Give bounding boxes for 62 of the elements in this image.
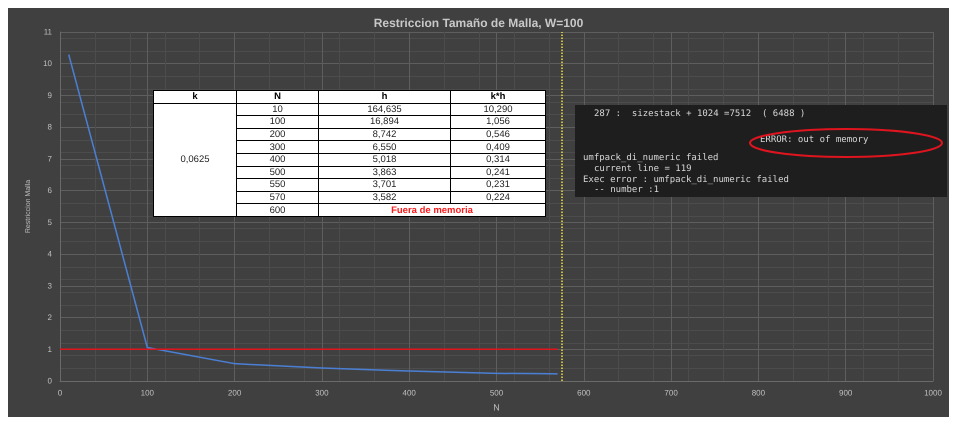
annotation: 10 — [236, 103, 318, 116]
annotation: 8,742 — [318, 128, 450, 141]
y-tick-label: 3 — [48, 281, 53, 290]
x-tick-label: 100 — [140, 388, 155, 398]
annotation: 3,701 — [318, 178, 450, 192]
line-series — [68, 54, 558, 375]
y-tick-label: 9 — [48, 90, 53, 100]
y-tick-label: 10 — [43, 59, 53, 68]
x-tick-label: 900 — [839, 388, 853, 398]
x-axis-title: N — [493, 402, 500, 412]
y-tick-label: 2 — [48, 313, 53, 322]
annotation: current line = 119 — [594, 164, 692, 175]
chart-title: Restriccion Tamaño de Malla, W=100 — [374, 16, 584, 30]
annotation: 16,894 — [318, 116, 450, 128]
annotation: 164,635 — [318, 103, 450, 116]
annotation: 6,550 — [318, 140, 450, 154]
annotation: 0,241 — [450, 166, 546, 179]
annotation: 550 — [236, 178, 318, 192]
annotation: Exec error : umfpack_di_numeric failed — [583, 175, 789, 185]
x-tick-label: 600 — [577, 388, 592, 398]
x-tick-label: 300 — [315, 388, 330, 398]
annotation: h — [318, 90, 450, 104]
annotation: 3,863 — [318, 166, 450, 179]
x-tick-label: 500 — [490, 388, 504, 398]
annotation: N — [236, 90, 318, 104]
annotation: 300 — [236, 140, 318, 154]
annotation: 0,314 — [450, 153, 546, 166]
annotation: 500 — [236, 166, 318, 179]
annotation: Fuera de memoria — [318, 204, 546, 216]
annotation: 570 — [236, 191, 318, 204]
annotation: 0,231 — [450, 178, 546, 192]
annotation: 600 — [236, 204, 318, 216]
y-tick-label: 11 — [44, 28, 53, 36]
x-tick-label: 800 — [752, 388, 766, 398]
y-tick-label: 0 — [48, 376, 53, 386]
annotation: 0,0625 — [154, 103, 236, 216]
annotation: 200 — [236, 128, 318, 141]
annotation: k — [154, 90, 236, 104]
annotation: umfpack_di_numeric failed — [583, 153, 718, 164]
x-tick-label: 200 — [228, 388, 242, 398]
annotation: 0,409 — [450, 140, 546, 154]
annotation: 100 — [236, 116, 318, 128]
annotation: 10,290 — [450, 103, 546, 116]
annotation: 0,546 — [450, 128, 546, 141]
y-tick-label: 5 — [48, 218, 53, 227]
y-tick-label: 1 — [48, 344, 53, 354]
x-tick-label: 400 — [402, 388, 416, 398]
annotation: -- number :1 — [594, 185, 660, 196]
annotation: 3,582 — [318, 191, 450, 204]
y-tick-label: 6 — [48, 186, 53, 196]
annotation: 287 : sizestack + 1024 =7512 ( 6488 ) — [594, 109, 806, 120]
x-tick-label: 700 — [664, 388, 678, 398]
y-tick-label: 8 — [48, 122, 53, 132]
x-tick-label: 0 — [58, 388, 63, 398]
annotation: k*h — [450, 90, 546, 104]
annotation: 400 — [236, 153, 318, 166]
y-tick-label: 4 — [48, 250, 53, 259]
annotation: 1,056 — [450, 116, 546, 128]
annotation: 0,224 — [450, 191, 546, 204]
y-tick-label: 7 — [48, 154, 53, 164]
annotation: 5,018 — [318, 153, 450, 166]
x-tick-label: 1000 — [924, 388, 942, 398]
